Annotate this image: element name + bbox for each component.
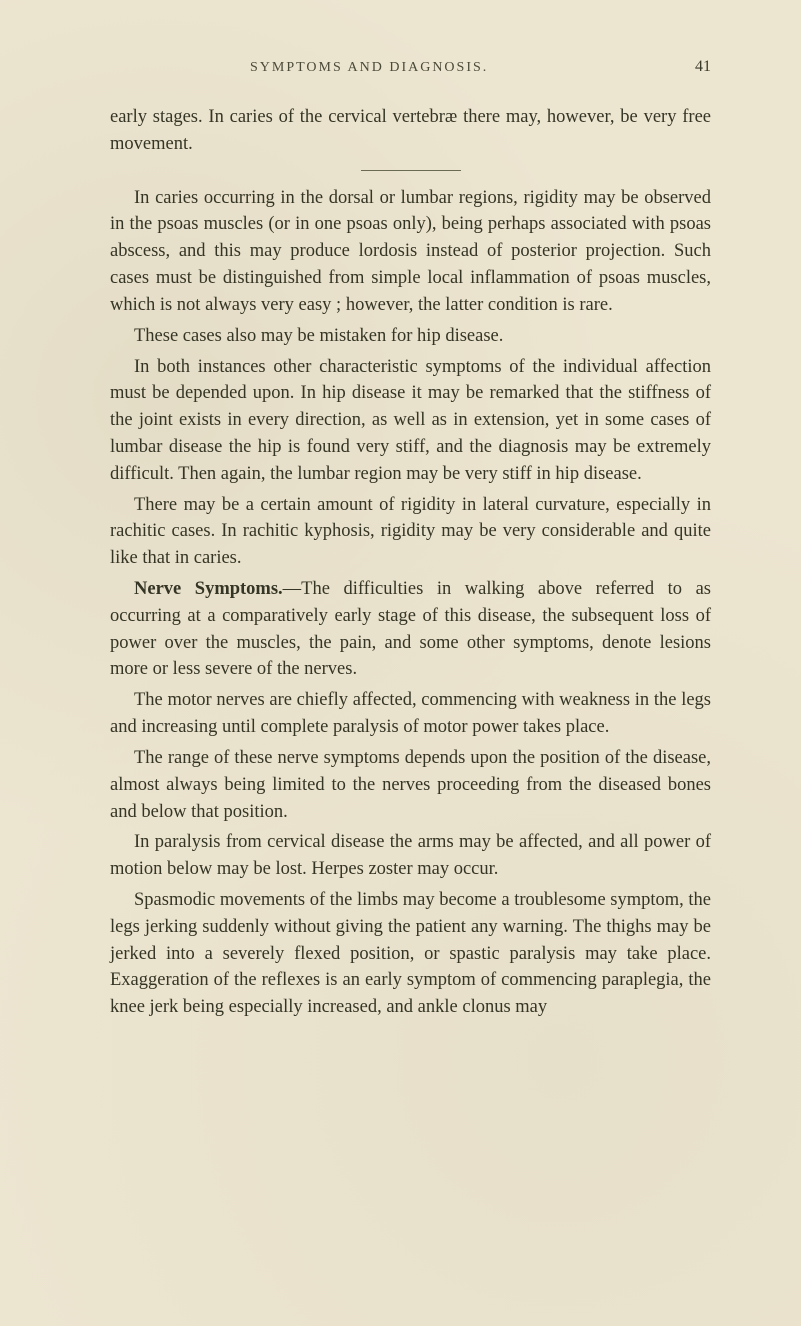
page-container: SYMPTOMS AND DIAGNOSIS. 41 early stages.… [0, 0, 801, 1326]
paragraph-3: These cases also may be mistaken for hip… [110, 323, 711, 350]
nerve-symptoms-heading: Nerve Symptoms. [134, 579, 283, 599]
paragraph-5: There may be a certain amount of rigidit… [110, 492, 711, 572]
paragraph-6: Nerve Symptoms.—The difficulties in walk… [110, 576, 711, 683]
body-text: early stages. In caries of the cervical … [110, 104, 711, 1021]
page-number: 41 [695, 58, 711, 76]
paragraph-9: In paralysis from cervical disease the a… [110, 829, 711, 883]
header-row: SYMPTOMS AND DIAGNOSIS. 41 [110, 58, 711, 76]
paragraph-2: In caries occurring in the dorsal or lum… [110, 185, 711, 319]
paragraph-1: early stages. In caries of the cervical … [110, 104, 711, 158]
running-head: SYMPTOMS AND DIAGNOSIS. [250, 60, 488, 76]
paragraph-4: In both instances other characteristic s… [110, 354, 711, 488]
paragraph-7: The motor nerves are chiefly affected, c… [110, 687, 711, 741]
paragraph-8: The range of these nerve symptoms depend… [110, 745, 711, 825]
section-divider [361, 170, 461, 171]
paragraph-10: Spasmodic movements of the limbs may bec… [110, 887, 711, 1021]
